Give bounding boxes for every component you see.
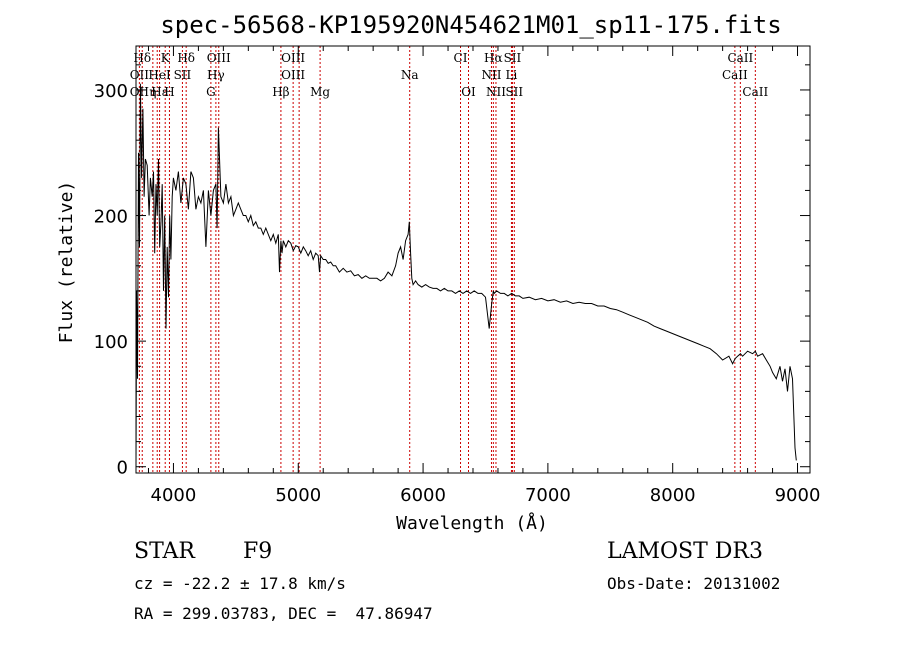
y-tick-labels: 0 100 200 300 xyxy=(94,81,128,479)
line-label: OIII xyxy=(281,51,305,65)
axis-ticks xyxy=(136,46,810,473)
x-tick-label: 9000 xyxy=(775,485,821,506)
line-label: OI xyxy=(461,85,476,99)
line-label: G xyxy=(206,85,216,99)
line-label: SII xyxy=(174,68,192,82)
line-label: CaII xyxy=(722,68,748,82)
y-tick-label: 0 xyxy=(117,458,128,479)
line-label: Li xyxy=(506,68,518,82)
x-tick-label: 4000 xyxy=(151,485,197,506)
line-label: NII xyxy=(486,85,506,99)
line-label: K xyxy=(161,51,171,65)
line-label: η xyxy=(149,85,156,99)
y-tick-label: 300 xyxy=(94,81,128,102)
object-subclass: F9 xyxy=(243,539,273,564)
line-label: OIII xyxy=(207,51,231,65)
line-label: Mg xyxy=(310,85,330,99)
line-label: SII xyxy=(505,85,523,99)
redshift-readout: cz = -22.2 ± 17.8 km/s xyxy=(134,574,346,593)
line-label: SII xyxy=(504,51,522,65)
observation-date: Obs-Date: 20131002 xyxy=(607,574,781,593)
line-label: Na xyxy=(401,68,419,82)
line-label: CaII xyxy=(742,85,768,99)
line-label: HeI xyxy=(148,68,171,82)
x-tick-labels: 4000 5000 6000 7000 8000 9000 xyxy=(151,485,821,506)
y-axis-label: Flux (relative) xyxy=(56,181,77,344)
x-tick-label: 6000 xyxy=(400,485,446,506)
chart-title: spec-56568-KP195920N454621M01_sp11-175.f… xyxy=(160,11,781,39)
x-axis-label: Wavelength (Å) xyxy=(396,512,548,534)
line-label: Hδ xyxy=(133,51,151,65)
spectrum-line xyxy=(135,83,797,467)
line-label: Hγ xyxy=(207,68,225,82)
x-tick-label: 5000 xyxy=(275,485,321,506)
line-label: OIII xyxy=(281,68,305,82)
plot-frame xyxy=(135,45,811,474)
line-label: Hα xyxy=(484,51,503,65)
line-label: Hε xyxy=(151,85,168,99)
line-label: H xyxy=(164,85,174,99)
x-tick-label: 8000 xyxy=(650,485,696,506)
line-label: NII xyxy=(481,68,501,82)
survey-name: LAMOST DR3 xyxy=(607,539,763,564)
coordinates-readout: RA = 299.03783, DEC = 47.86947 xyxy=(134,604,433,623)
line-label: OII xyxy=(130,68,150,82)
object-class: STAR xyxy=(134,539,195,564)
spectral-line-markers xyxy=(138,46,756,473)
y-tick-label: 200 xyxy=(94,207,128,228)
y-tick-label: 100 xyxy=(94,332,128,353)
line-label: CaII xyxy=(727,51,753,65)
line-label: Hδ xyxy=(177,51,195,65)
line-label: OII xyxy=(130,85,150,99)
line-label: Hβ xyxy=(272,85,289,99)
x-tick-label: 7000 xyxy=(525,485,571,506)
line-label: CI xyxy=(454,51,468,65)
